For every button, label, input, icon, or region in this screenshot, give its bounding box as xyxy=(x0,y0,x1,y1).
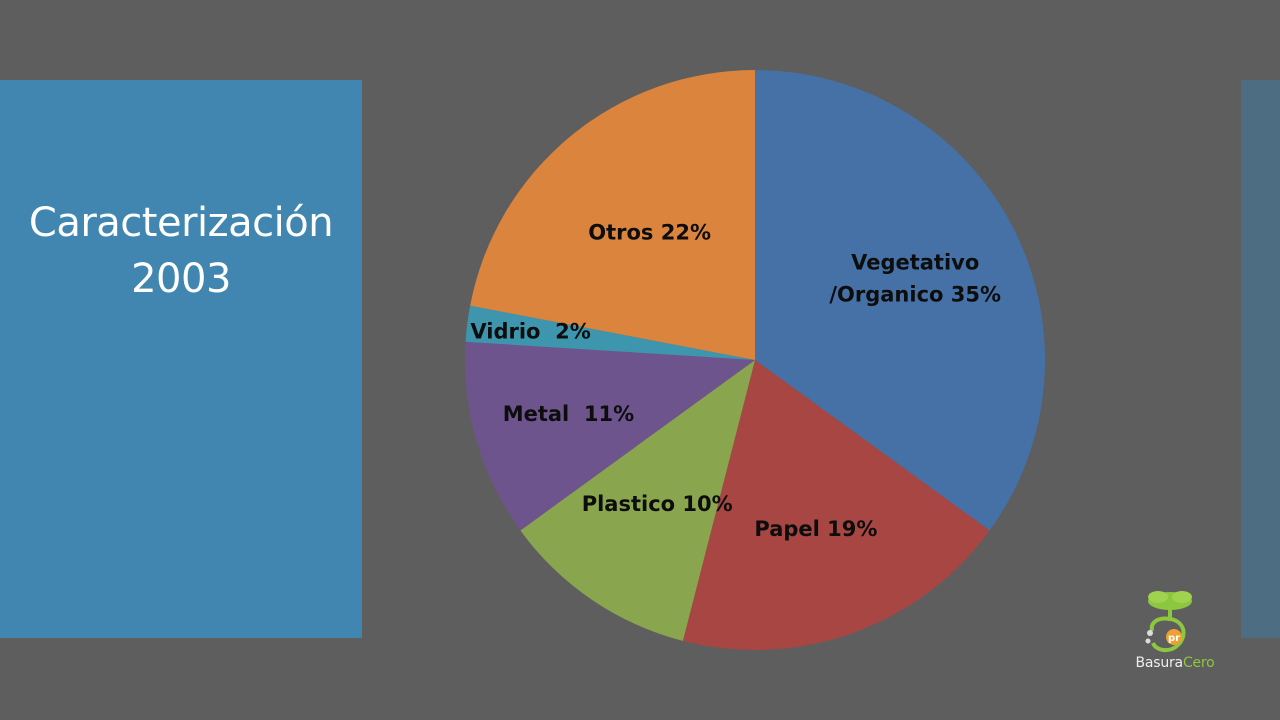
pie-labels: Vegetativo/Organico 35% Papel 19% Plastico… xyxy=(470,221,1001,542)
pie-slice-otros xyxy=(470,70,755,360)
slide-title-line2: 2003 xyxy=(131,256,231,302)
pie-chart: Vegetativo/Organico 35% Papel 19% Plastico… xyxy=(465,70,1045,650)
pie-label-vidrio: Vidrio 2% xyxy=(470,320,590,344)
pie-label-vegetativo-organico: Vegetativo/Organico 35% xyxy=(829,250,1001,306)
logo-badge: pr xyxy=(1168,633,1180,644)
pie-slice-vegetativo-organico xyxy=(755,70,1045,531)
logo-text-cero: Cero xyxy=(1182,655,1215,671)
slide-title-line1: Caracterización xyxy=(28,200,334,246)
basura-cero-logo: pr BasuraCero xyxy=(1120,585,1230,680)
pie-slice-vidrio xyxy=(465,305,755,360)
pie-slice-plastico xyxy=(520,360,755,641)
tree-footprint-icon: pr xyxy=(1145,591,1192,652)
pie-slice-metal xyxy=(465,341,755,531)
pie-slices xyxy=(465,70,1045,650)
left-panel xyxy=(0,80,362,638)
right-panel xyxy=(1241,80,1280,638)
pie-slice-papel xyxy=(682,360,990,650)
logo-text: BasuraCero xyxy=(1120,655,1230,671)
pie-label-metal: Metal 11% xyxy=(503,402,634,426)
pie-label-otros: Otros 22% xyxy=(588,221,711,245)
pie-label-plastico: Plastico 10% xyxy=(582,492,733,516)
pie-label-papel: Papel 19% xyxy=(754,517,877,541)
slide-title: Caracterización 2003 xyxy=(0,195,362,307)
logo-text-basura: Basura xyxy=(1135,655,1183,671)
